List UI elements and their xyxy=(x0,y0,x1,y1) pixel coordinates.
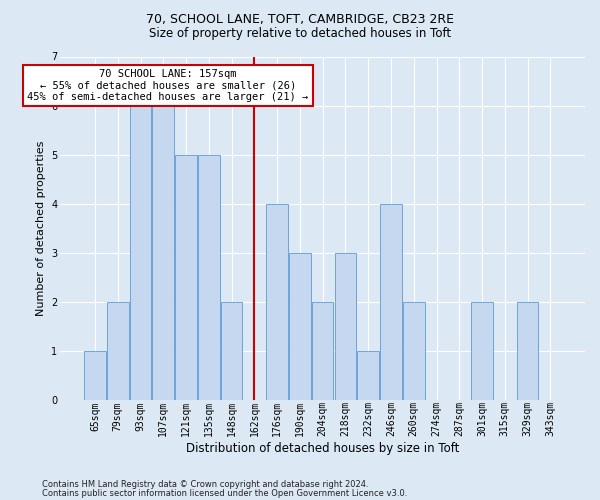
Bar xyxy=(471,302,493,400)
Y-axis label: Number of detached properties: Number of detached properties xyxy=(36,140,46,316)
Bar xyxy=(517,302,538,400)
Bar xyxy=(380,204,402,400)
Text: 70, SCHOOL LANE, TOFT, CAMBRIDGE, CB23 2RE: 70, SCHOOL LANE, TOFT, CAMBRIDGE, CB23 2… xyxy=(146,12,454,26)
Bar xyxy=(84,351,106,400)
Bar xyxy=(266,204,288,400)
Bar xyxy=(107,302,128,400)
Bar xyxy=(403,302,425,400)
Bar xyxy=(152,106,174,400)
Bar xyxy=(221,302,242,400)
Text: Contains HM Land Registry data © Crown copyright and database right 2024.: Contains HM Land Registry data © Crown c… xyxy=(42,480,368,489)
Bar xyxy=(335,252,356,400)
Text: Size of property relative to detached houses in Toft: Size of property relative to detached ho… xyxy=(149,28,451,40)
Text: 70 SCHOOL LANE: 157sqm
← 55% of detached houses are smaller (26)
45% of semi-det: 70 SCHOOL LANE: 157sqm ← 55% of detached… xyxy=(27,69,308,102)
Bar xyxy=(175,154,197,400)
Bar xyxy=(289,252,311,400)
Text: Contains public sector information licensed under the Open Government Licence v3: Contains public sector information licen… xyxy=(42,488,407,498)
Bar xyxy=(130,106,151,400)
Bar xyxy=(198,154,220,400)
Bar xyxy=(358,351,379,400)
X-axis label: Distribution of detached houses by size in Toft: Distribution of detached houses by size … xyxy=(186,442,460,455)
Bar xyxy=(312,302,334,400)
